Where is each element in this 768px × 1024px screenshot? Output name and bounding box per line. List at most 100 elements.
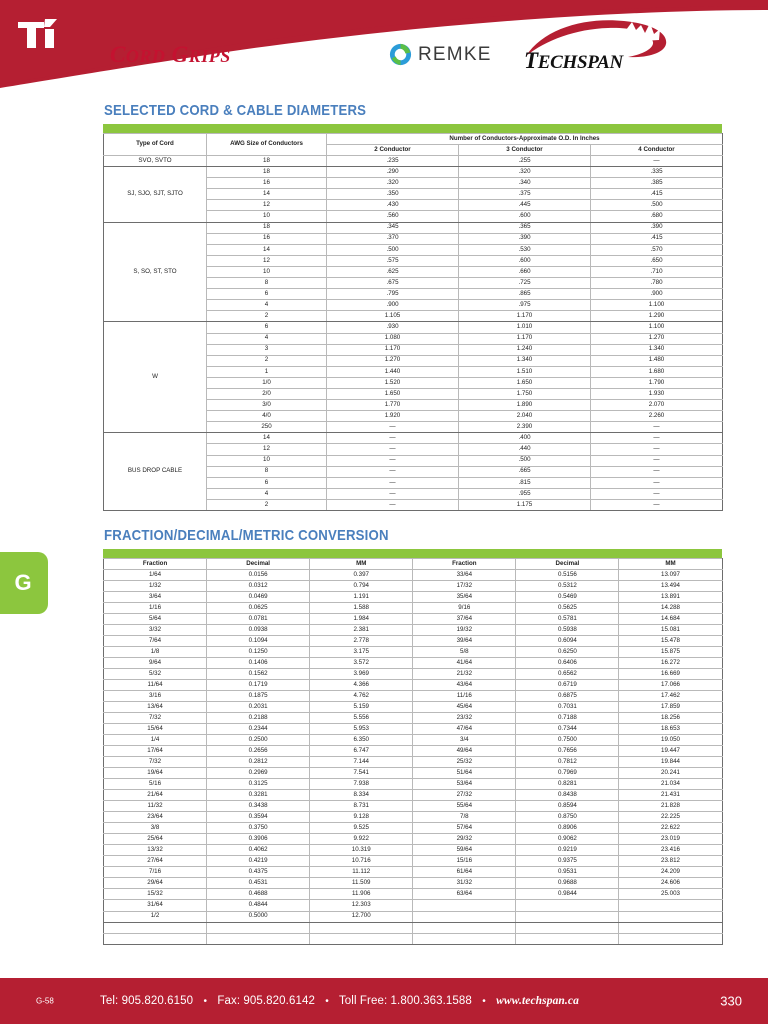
cell-m2: 22.622 <box>618 822 723 835</box>
cell-m2: 17.066 <box>618 679 723 692</box>
cell-awg: 4/0 <box>206 410 327 423</box>
cell-d1: 0.0469 <box>206 591 311 604</box>
cell-d2 <box>515 910 620 923</box>
cell-m1: 9.128 <box>309 811 414 824</box>
cell-d1: 0.0156 <box>206 569 311 582</box>
table-row: 21/64 0.3281 8.334 27/32 0.8438 21.431 <box>102 789 723 802</box>
table-row: 1/2 0.5000 12.700 <box>102 910 723 923</box>
cell-f1: 7/32 <box>102 712 208 725</box>
cell-d2: 0.7188 <box>515 712 620 725</box>
cell-c2: — <box>326 421 459 434</box>
cell-awg: 2 <box>206 354 327 367</box>
cell-c4: .415 <box>589 188 724 201</box>
cell-d1: 0.0938 <box>206 624 311 637</box>
cord-diameters-table-container: Type of Cord AWG Size of Conductors Numb… <box>103 124 724 512</box>
cell-d2: 0.6094 <box>515 635 620 648</box>
cell-awg: 18 <box>206 166 327 179</box>
cell-d1: 0.5000 <box>206 910 311 923</box>
footer-website-link[interactable]: www.techspan.ca <box>496 995 579 1007</box>
table-row: 1/32 0.0312 0.794 17/32 0.5312 13.494 <box>102 580 723 593</box>
table-row: SJ, SJO, SJT, SJTO 18.290.320.335 <box>103 166 724 223</box>
footer-separator-1: • <box>203 996 208 1007</box>
section-tab-g[interactable]: G <box>0 552 48 614</box>
cell-c3: 1.750 <box>458 387 591 401</box>
table-row: 2 1.270 1.340 1.480 <box>104 354 724 367</box>
cell-m2: 20.241 <box>618 767 723 780</box>
cell-m1: 3.572 <box>309 657 414 670</box>
cell-d2: 0.8906 <box>515 822 620 835</box>
table-row: 7/32 0.2812 7.144 25/32 0.7812 19.844 <box>102 756 723 769</box>
cell-c4: — <box>589 154 724 168</box>
cell-c3: 1.175 <box>458 498 591 512</box>
cell-d1: 0.2344 <box>206 723 311 736</box>
table-row: BUS DROP CABLE 14— .400— <box>103 432 724 511</box>
cell-awg: 6 <box>206 288 327 301</box>
cell-f1: 31/64 <box>102 899 208 912</box>
cell-f1: 11/64 <box>102 679 208 692</box>
cell-f2: 7/8 <box>412 811 517 824</box>
cell-c3: .725 <box>458 277 591 290</box>
cell-awg: 10 <box>206 265 327 279</box>
table-row: 31/64 0.4844 12.303 <box>102 899 723 912</box>
cell-c3: .600 <box>458 254 591 267</box>
cell-empty <box>206 921 311 934</box>
cell-empty <box>206 932 311 945</box>
table-row: 4/0 1.920 2.040 2.260 <box>104 410 724 423</box>
table-row: 10— .500— <box>104 454 724 467</box>
col-header-conductor-group: Number of Conductors-Approximate O.D. In… <box>325 133 724 145</box>
cell-empty <box>515 932 620 945</box>
cell-f1: 15/32 <box>102 888 208 901</box>
cell-m2: 24.209 <box>618 866 723 879</box>
table-row: 13/64 0.2031 5.159 45/64 0.7031 17.859 <box>102 701 723 714</box>
cell-m1: 4.762 <box>309 690 414 703</box>
table-row: 3/32 0.0938 2.381 19/32 0.5938 15.081 <box>102 624 723 637</box>
cell-f1: 7/16 <box>102 866 208 879</box>
cell-m2: 18.256 <box>618 712 723 725</box>
cell-c2: — <box>326 465 459 478</box>
table-body: SVO, SVTO 18.235.255— SJ, SJO, SJT, SJTO 18… <box>103 154 724 512</box>
table-row: 25/64 0.3906 9.922 29/32 0.9062 23.019 <box>102 833 723 846</box>
cell-awg: 6 <box>206 476 327 489</box>
cell-c2: .575 <box>326 254 459 267</box>
cell-c2: .370 <box>326 232 459 245</box>
cell-c2: — <box>326 498 459 512</box>
cell-d1: 0.4531 <box>206 877 311 890</box>
table-row: 7/16 0.4375 11.112 61/64 0.9531 24.209 <box>102 866 723 879</box>
cell-m1: 5.159 <box>309 701 414 714</box>
cell-d2: 0.8281 <box>515 778 620 791</box>
col-header-3-conductor: 3 Conductor <box>458 144 591 156</box>
cell-f1: 1/2 <box>102 910 208 923</box>
cell-d1: 0.3125 <box>206 778 311 791</box>
table-head: Type of Cord AWG Size of Conductors Numb… <box>103 133 724 156</box>
cell-c3: 1.340 <box>458 354 591 367</box>
cell-f1: 1/64 <box>102 569 208 582</box>
cell-awg: 10 <box>206 210 327 223</box>
cell-d1: 0.1406 <box>206 657 311 670</box>
cell-c2: .930 <box>326 321 459 334</box>
cell-f1: 13/32 <box>102 844 208 857</box>
cell-c4: .335 <box>589 166 724 179</box>
fraction-decimal-metric-table: Fraction Decimal MM Fraction Decimal MM 1/64 0… <box>102 557 723 945</box>
cell-f1: 11/32 <box>102 800 208 813</box>
green-accent-bar-2 <box>103 549 722 558</box>
cell-d2: 0.6562 <box>515 668 620 681</box>
cell-d1: 0.0781 <box>206 613 311 626</box>
cell-f2: 61/64 <box>412 866 517 879</box>
cell-c3: 1.510 <box>458 365 591 378</box>
cell-c2: .350 <box>326 188 459 201</box>
cell-f2: 49/64 <box>412 745 517 758</box>
cell-awg: 250 <box>206 421 327 434</box>
cell-d1: 0.2656 <box>206 745 311 758</box>
cell-f2: 47/64 <box>412 723 517 736</box>
cell-awg: 1 <box>206 365 327 378</box>
cell-empty <box>618 932 723 945</box>
techspan-swoosh-icon <box>526 20 667 58</box>
table-row: 7/64 0.1094 2.778 39/64 0.6094 15.478 <box>102 635 723 648</box>
cell-d2: 0.9531 <box>515 866 620 879</box>
cell-m2: 19.447 <box>618 745 723 758</box>
table-row: 19/64 0.2969 7.541 51/64 0.7969 20.241 <box>102 767 723 780</box>
cell-d1: 0.4219 <box>206 855 311 868</box>
table-body-2: 1/64 0.0156 0.397 33/64 0.5156 13.097 1/32 0.03… <box>102 569 723 945</box>
cell-f1: 3/8 <box>102 822 208 835</box>
cell-m1: 7.541 <box>309 767 414 780</box>
